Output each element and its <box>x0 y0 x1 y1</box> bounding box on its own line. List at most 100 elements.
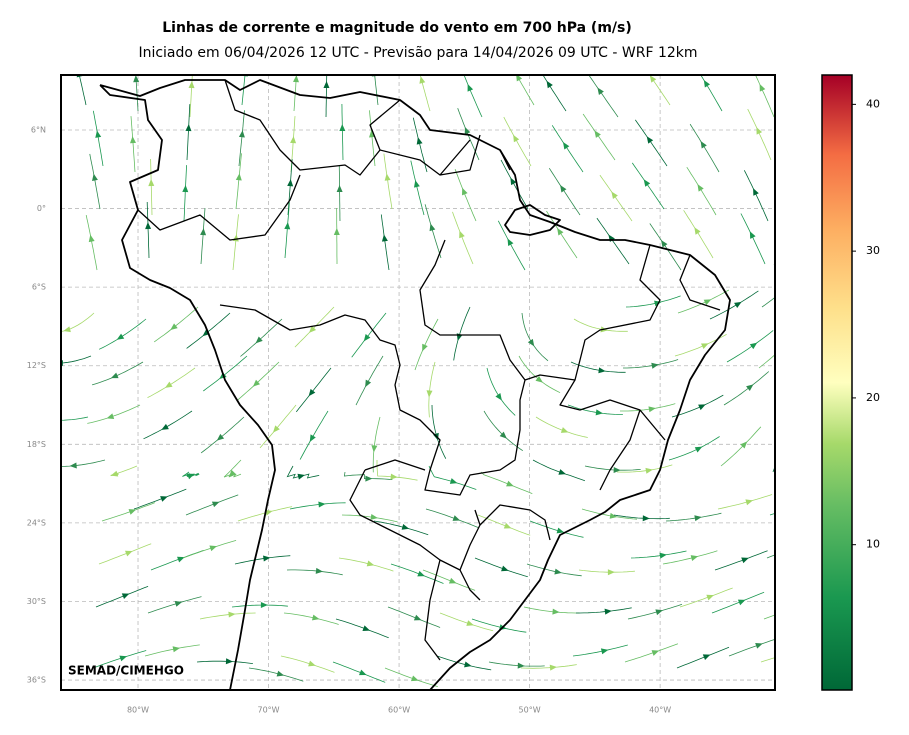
streamline <box>241 75 246 106</box>
streamline <box>573 318 628 332</box>
streamline-arrow <box>315 567 323 574</box>
streamline-arrow <box>148 179 155 187</box>
streamline <box>488 661 545 667</box>
streamline <box>700 75 723 112</box>
streamline-arrow <box>466 620 474 626</box>
streamline-arrow <box>121 593 130 599</box>
streamline <box>631 162 665 210</box>
streamline <box>677 289 730 314</box>
streamline <box>343 471 393 480</box>
streamline <box>584 465 641 471</box>
streamline-arrow <box>88 234 95 243</box>
streamline-arrow <box>174 600 183 607</box>
streamline-arrow <box>381 234 388 242</box>
streamline-arrow <box>594 130 601 138</box>
subtitle: Iniciado em 06/04/2026 12 UTC - Previsão… <box>138 45 697 61</box>
streamline-arrow <box>459 230 465 239</box>
streamline-arrow <box>365 379 372 388</box>
y-tick-label: 30°S <box>27 597 46 606</box>
streamline-arrow <box>549 664 557 671</box>
streamline-arrow <box>535 375 543 383</box>
streamline <box>355 355 384 406</box>
streamline-arrow <box>384 173 391 181</box>
streamline-arrow <box>225 658 233 665</box>
streamline <box>500 159 529 210</box>
streamline <box>503 116 532 167</box>
streamline <box>186 104 191 161</box>
streamline-arrow <box>130 136 137 144</box>
streamline-arrow <box>366 560 375 567</box>
coastlines <box>99 79 731 690</box>
streamline-arrow <box>311 614 320 621</box>
streamline <box>630 550 687 559</box>
streamline <box>200 416 245 454</box>
streamline-arrow <box>106 413 115 420</box>
y-tick-label: 18°S <box>27 440 46 449</box>
streamline <box>133 488 187 510</box>
streamline <box>755 75 775 118</box>
streamline <box>486 367 516 416</box>
streamline-arrow <box>756 127 763 135</box>
colorbar-tick-label: 40 <box>866 97 880 110</box>
streamline-arrow <box>297 473 305 480</box>
streamline-arrow <box>796 500 805 508</box>
streamline <box>299 410 329 460</box>
streamline <box>325 75 328 118</box>
streamline-arrow <box>116 333 125 340</box>
streamline <box>596 217 630 265</box>
streamline <box>567 404 623 415</box>
streamline-arrow <box>339 124 346 132</box>
streamline-arrow <box>336 185 343 193</box>
streamline-arrow <box>177 556 185 563</box>
streamline <box>199 612 256 620</box>
colorbar-tick-label: 20 <box>866 391 880 404</box>
streamline-arrow <box>238 130 245 138</box>
streamline <box>95 586 149 608</box>
streamline-arrow <box>690 555 699 561</box>
colorbar-tick-label: 10 <box>866 538 880 551</box>
streamline-arrow <box>188 81 195 89</box>
streamline-arrow <box>119 655 128 662</box>
streamline <box>232 214 239 271</box>
streamline-arrow <box>252 379 261 387</box>
streamline-arrow <box>452 515 461 521</box>
streamline-arrow <box>646 136 654 144</box>
streamline-arrow <box>265 509 273 516</box>
streamline-arrow <box>790 604 799 612</box>
y-tick-label: 6°N <box>31 126 46 135</box>
x-tick-label: 70°W <box>257 706 279 715</box>
streamline-arrow <box>703 79 711 88</box>
streamline <box>223 459 242 478</box>
streamline-arrow <box>613 467 621 474</box>
streamline <box>185 494 239 516</box>
streamline-arrow <box>235 173 242 181</box>
streamline-arrow <box>464 661 472 668</box>
streamline-arrow <box>228 469 236 477</box>
streamline <box>234 555 291 565</box>
streamline-arrow <box>597 87 604 95</box>
streamline-arrow <box>422 343 428 352</box>
streamline <box>231 604 288 608</box>
streamline <box>98 318 147 350</box>
streamline <box>521 312 549 362</box>
streamline-arrow <box>503 522 512 529</box>
streamline <box>289 502 346 510</box>
streamline <box>763 614 775 620</box>
streamline-arrow <box>557 227 564 236</box>
x-tick-label: 80°W <box>127 706 149 715</box>
streamline <box>287 159 293 216</box>
streamline <box>419 75 431 112</box>
marajo-island <box>504 204 561 236</box>
streamline-arrow <box>413 180 420 188</box>
streamline <box>144 644 200 657</box>
streamline-arrow <box>309 325 317 333</box>
streamline <box>581 508 638 520</box>
streamline-arrow <box>697 184 704 192</box>
streamline <box>338 557 394 572</box>
streamline-arrow <box>133 75 140 83</box>
streamline <box>335 618 389 639</box>
streamline <box>634 119 668 167</box>
colorbar-ticks: 10 20 30 40 <box>852 97 880 551</box>
streamline <box>341 514 398 523</box>
streamline-arrow <box>698 404 706 411</box>
